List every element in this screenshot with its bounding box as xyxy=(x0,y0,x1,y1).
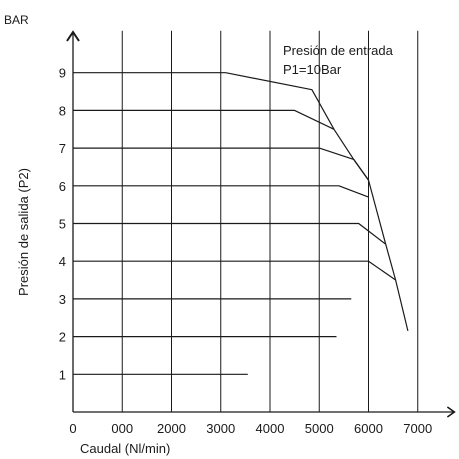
annotation-line-2: P1=10Bar xyxy=(283,62,342,77)
x-tick-label-0: 0 xyxy=(69,421,76,436)
y-tick-label-5: 6 xyxy=(59,179,66,194)
x-tick-label-5: 5000 xyxy=(305,421,334,436)
grid-lines xyxy=(121,30,419,412)
x-axis-title: Caudal (Nl/min) xyxy=(80,441,170,456)
x-tick-label-1: 000 xyxy=(111,421,133,436)
series-line-5 xyxy=(73,222,387,245)
y-tick-label-0: 1 xyxy=(59,367,66,382)
series-group xyxy=(73,72,409,375)
y-unit-label: BAR xyxy=(4,13,29,27)
x-tick-label-3: 3000 xyxy=(206,421,235,436)
x-axis-arrow xyxy=(446,406,456,418)
x-tick-label-2: 2000 xyxy=(157,421,186,436)
x-tick-label-6: 6000 xyxy=(354,421,383,436)
y-tick-label-7: 8 xyxy=(59,103,66,118)
x-tick-label-4: 4000 xyxy=(256,421,285,436)
y-tick-label-8: 9 xyxy=(59,66,66,81)
series-line-9 xyxy=(73,72,397,281)
series-line-8 xyxy=(73,109,335,130)
y-tick-label-6: 7 xyxy=(59,141,66,156)
series-line-6 xyxy=(73,185,369,198)
axes xyxy=(66,30,456,418)
y-tick-label-3: 4 xyxy=(59,254,66,269)
annotation-line-1: Presión de entrada xyxy=(283,43,394,58)
y-axis-title: Presión de salida (P2) xyxy=(16,168,31,296)
y-tick-label-1: 2 xyxy=(59,330,66,345)
series-line-4 xyxy=(73,260,409,332)
y-tick-label-2: 3 xyxy=(59,292,66,307)
y-axis-arrow xyxy=(66,30,80,42)
x-tick-label-7: 7000 xyxy=(403,421,432,436)
y-tick-label-4: 5 xyxy=(59,217,66,232)
